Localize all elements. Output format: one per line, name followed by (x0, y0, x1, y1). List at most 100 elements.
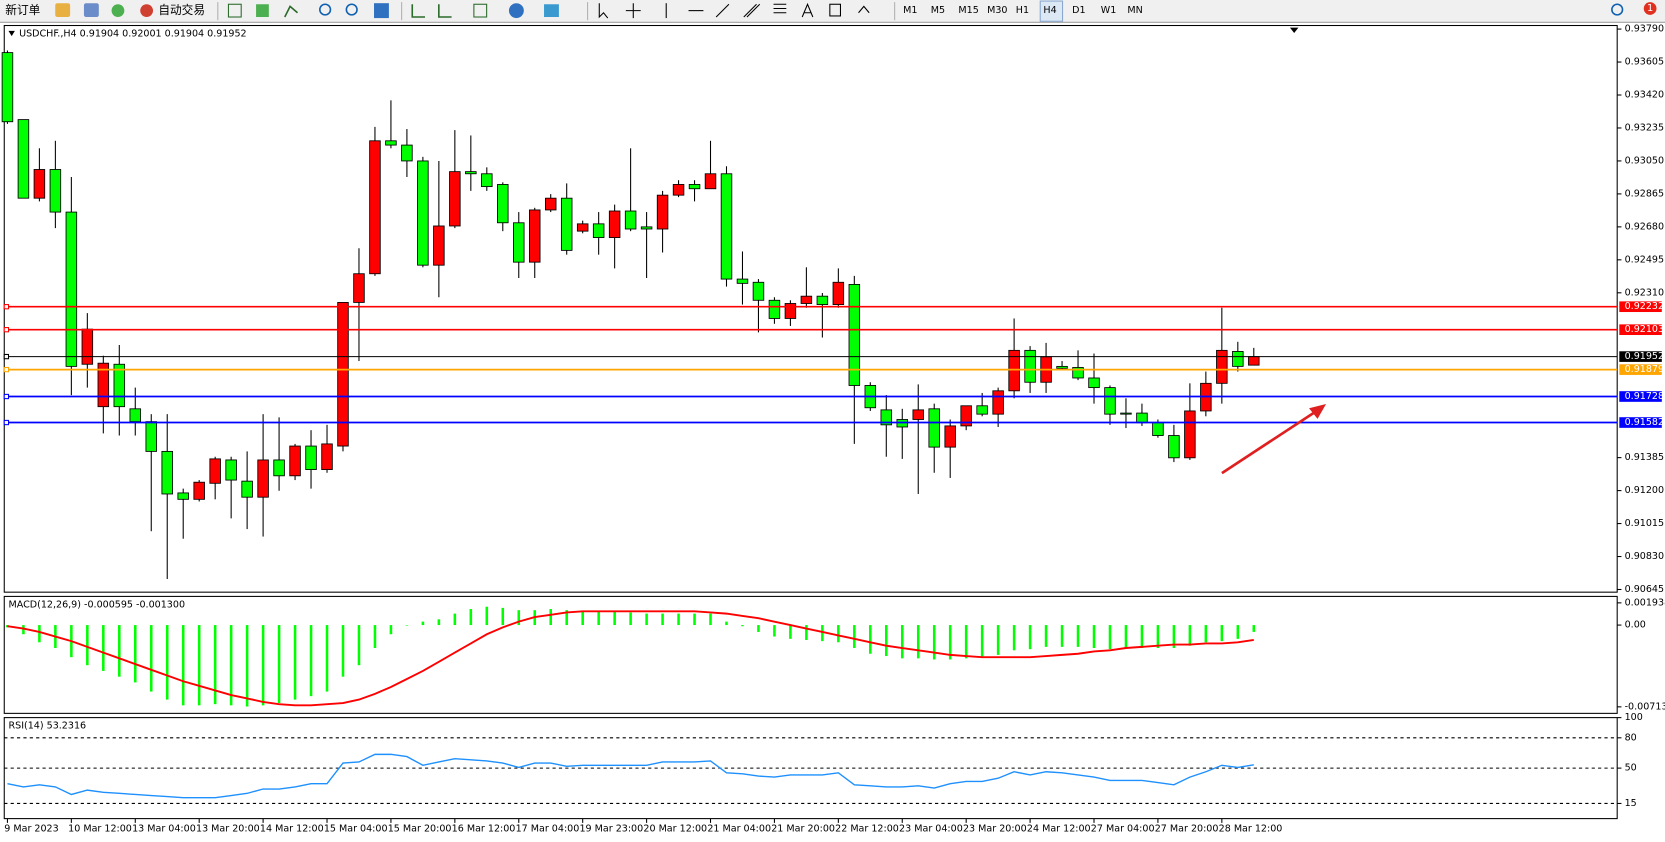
icon[interactable] (374, 3, 389, 19)
y-tick-label: 15 (1625, 798, 1637, 809)
candle-body (337, 301, 349, 447)
timeframe-button[interactable]: M5 (931, 5, 945, 16)
candle-body (1072, 367, 1084, 379)
toolbar-bg (0, 0, 1665, 23)
candle-body (1008, 349, 1020, 392)
x-tick-label: 10 Mar 12:00 (68, 824, 132, 835)
candle-body (465, 171, 477, 175)
macd-bar (325, 625, 329, 692)
candle-body (1136, 412, 1148, 424)
notification-badge[interactable] (1643, 2, 1657, 15)
macd-bar (229, 625, 233, 706)
level-label: 0.92103 (1625, 324, 1664, 335)
icon[interactable] (544, 4, 559, 18)
candle-body (1104, 387, 1116, 415)
candle-body (209, 458, 221, 484)
y-tick-label: -0.007132 (1625, 701, 1665, 712)
macd-bar (405, 625, 409, 626)
timeframe-button[interactable]: H4 (1043, 5, 1056, 16)
timeframe-button[interactable]: W1 (1101, 5, 1117, 16)
icon[interactable] (55, 3, 71, 18)
channel-tool[interactable] (743, 3, 761, 18)
y-tick-label: 0.93420 (1625, 90, 1664, 101)
new-order-button[interactable]: 新订单 (5, 3, 40, 17)
macd-bar (373, 625, 377, 649)
rsi-line (7, 753, 1254, 799)
candle-body (576, 223, 589, 232)
icon[interactable] (508, 3, 524, 19)
candle-body (113, 363, 126, 408)
level-label-bg (1619, 391, 1662, 402)
macd-bar (693, 613, 696, 626)
candle-body (912, 409, 924, 420)
icon[interactable] (111, 4, 125, 18)
macd-bar (149, 625, 153, 692)
icon[interactable] (473, 3, 488, 18)
crosshair-tool[interactable] (625, 3, 641, 19)
macd-bar (1092, 625, 1096, 649)
candle-body (672, 184, 685, 196)
x-tick-label: 15 Mar 04:00 (324, 824, 388, 835)
timeframe-button[interactable]: D1 (1072, 5, 1085, 16)
candle-body (944, 425, 956, 448)
x-tick-label: 23 Mar 04:00 (899, 824, 963, 835)
icon[interactable] (345, 3, 358, 16)
panel-title: MACD(12,26,9) -0.000595 -0.001300 (9, 599, 186, 610)
macd-bar (677, 613, 680, 626)
macd-bar (437, 619, 441, 626)
x-tick-label: 9 Mar 2023 (4, 824, 58, 835)
macd-signal (7, 610, 1254, 707)
icon[interactable] (438, 4, 452, 18)
candle-body (720, 173, 733, 280)
icon[interactable] (411, 4, 426, 18)
fibo-tool[interactable] (773, 3, 787, 14)
icon[interactable] (284, 5, 299, 18)
x-tick-label: 21 Mar 20:00 (771, 824, 835, 835)
macd-bar (741, 625, 744, 627)
timeframe-button[interactable]: M30 (987, 5, 1007, 16)
text-tool[interactable] (801, 2, 814, 18)
candle-body (1248, 356, 1260, 366)
shift-marker (1289, 27, 1299, 33)
icon[interactable] (140, 4, 154, 18)
macd-bar (1060, 625, 1064, 647)
search[interactable] (1611, 3, 1624, 16)
macd-bar (853, 625, 856, 649)
y-tick-label: 0.92310 (1625, 287, 1664, 298)
x-tick-label: 19 Mar 23:00 (579, 824, 643, 835)
candle-body (353, 273, 365, 303)
trendline-tool[interactable] (715, 3, 730, 18)
icon[interactable] (227, 3, 242, 18)
label-tool[interactable] (829, 3, 842, 17)
macd-bar (1076, 625, 1080, 647)
timeframe-button[interactable]: M1 (903, 5, 917, 16)
macd-bar (549, 609, 552, 626)
candle-body (1216, 349, 1228, 384)
plot: 0.93790 0.93605 0.93420 0.93235 0.93050 0.928… (1, 24, 1665, 835)
icon[interactable] (319, 3, 332, 16)
timeframe-button[interactable]: H1 (1016, 5, 1029, 16)
candle-body (81, 328, 94, 365)
macd-bar (565, 610, 568, 626)
timeframe-button[interactable]: M15 (958, 5, 978, 16)
candle-body (1152, 422, 1164, 436)
candle-body (624, 210, 637, 230)
candle-body (497, 184, 509, 224)
candle-body (145, 421, 157, 452)
y-tick-label: 100 (1625, 712, 1643, 723)
arrow-tool[interactable] (858, 5, 870, 14)
y-tick-label: 0.91385 (1625, 452, 1664, 463)
x-tick-label: 27 Mar 04:00 (1091, 824, 1155, 835)
macd-bar (1140, 625, 1144, 649)
auto-trading-button[interactable]: 自动交易 (158, 3, 205, 17)
icon[interactable] (256, 4, 269, 18)
level-handle (3, 419, 10, 426)
candle-body (992, 390, 1004, 415)
panel-title: USDCHF.,H4 0.91904 0.92001 0.91904 0.919… (19, 29, 247, 40)
macd-bar (996, 625, 1000, 655)
icon[interactable] (83, 3, 99, 18)
macd-bar (501, 607, 505, 626)
level-label-bg (1619, 364, 1662, 375)
cursor-tool[interactable] (598, 3, 609, 19)
timeframe-button[interactable]: MN (1127, 5, 1142, 16)
